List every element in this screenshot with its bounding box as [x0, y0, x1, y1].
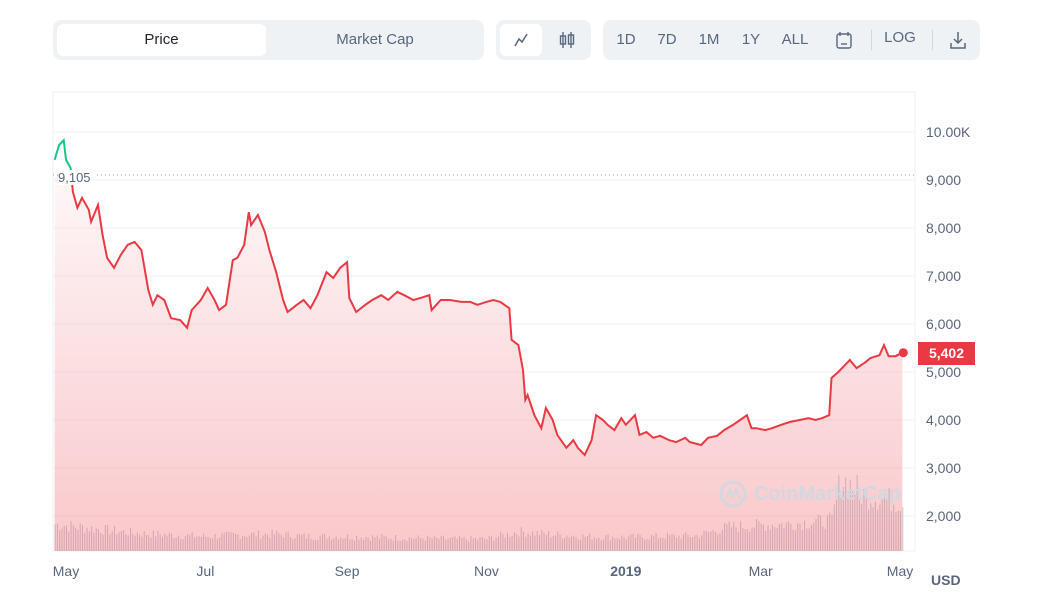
price-area-fill [54, 177, 903, 551]
y-tick-label: 8,000 [926, 220, 962, 236]
range-7d[interactable]: 7D [657, 31, 677, 48]
x-tick-label: Nov [473, 563, 499, 579]
chart-type-group [496, 20, 591, 60]
x-tick-label: Sep [334, 563, 360, 579]
range-1m[interactable]: 1M [698, 31, 720, 48]
tab-market-cap[interactable]: Market Cap [336, 31, 414, 48]
divider [871, 30, 872, 50]
y-tick-label: 7,000 [926, 268, 962, 284]
range-1y[interactable]: 1Y [741, 31, 761, 48]
tab-price[interactable]: Price [57, 24, 266, 56]
x-tick-label: Mar [748, 563, 773, 579]
coinmarketcap-logo-icon [719, 480, 747, 508]
download-button[interactable] [945, 24, 971, 56]
candlestick-icon [559, 32, 575, 48]
x-tick-label: Jul [196, 563, 215, 579]
y-tick-label: 6,000 [926, 316, 962, 332]
y-tick-label: 2,000 [926, 508, 962, 524]
coinmarketcap-watermark: CoinMarketCap [718, 479, 901, 509]
x-tick-label: May [52, 563, 80, 579]
y-tick-label: 4,000 [926, 412, 962, 428]
range-1d[interactable]: 1D [616, 31, 636, 48]
y-tick-label: 9,000 [926, 172, 962, 188]
reference-price-label: 9,105 [58, 170, 94, 185]
y-tick-label: 5,000 [926, 364, 962, 380]
range-all[interactable]: ALL [781, 31, 809, 48]
watermark-text: CoinMarketCap [754, 482, 901, 505]
calendar-icon [836, 32, 852, 49]
download-icon [950, 32, 966, 49]
current-price-dot [898, 348, 908, 358]
line-chart-icon [514, 33, 528, 47]
x-tick-label: 2019 [610, 563, 642, 579]
x-tick-label: May [886, 563, 914, 579]
candlestick-button[interactable] [546, 24, 588, 56]
y-tick-label: 3,000 [926, 460, 962, 476]
divider [932, 30, 933, 50]
line-chart-button[interactable] [500, 24, 542, 56]
range-group: 1D 7D 1M 1Y ALL LOG [603, 20, 980, 60]
metric-tab-group: Price Market Cap [53, 20, 484, 60]
log-scale-toggle[interactable]: LOG [884, 29, 916, 46]
volume-bar [902, 506, 904, 551]
current-price-tag: 5,402 [918, 342, 975, 365]
price-line-below-reference [70, 177, 903, 457]
currency-label: USD [931, 572, 961, 588]
date-picker-button[interactable] [831, 24, 857, 56]
y-tick-label: 10.00K [926, 124, 971, 140]
